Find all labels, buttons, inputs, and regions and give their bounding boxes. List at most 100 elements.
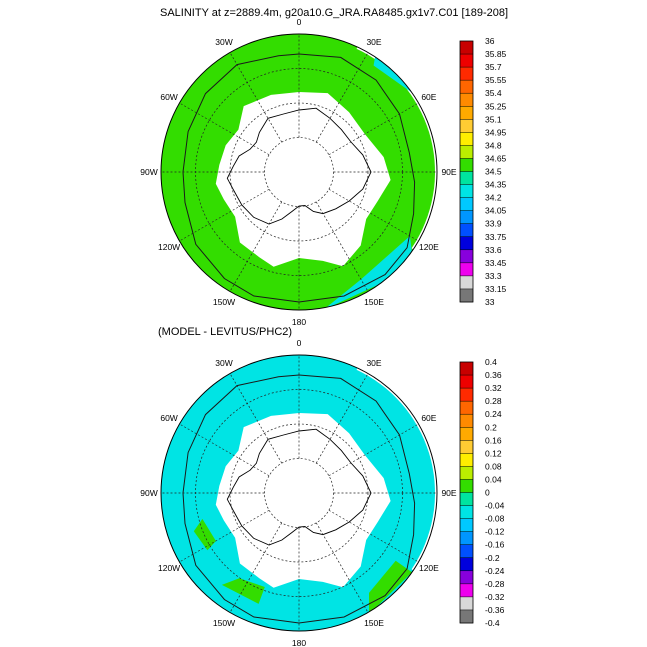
secondary-region-1 <box>323 236 414 310</box>
longitude-label: 150E <box>364 297 384 307</box>
colorbar-label: 33.6 <box>485 245 502 255</box>
colorbar-label: 0.08 <box>485 461 502 471</box>
colorbar-label: 33.9 <box>485 219 502 229</box>
colorbar-label: -0.12 <box>485 527 505 537</box>
colorbar-swatch <box>460 531 473 545</box>
colorbar-swatch <box>460 466 473 480</box>
longitude-label: 120E <box>419 242 439 252</box>
antarctica-coastline <box>226 428 372 546</box>
colorbar-swatch <box>460 505 473 519</box>
map-border <box>160 33 438 311</box>
colorbar-swatch <box>460 375 473 389</box>
longitude-label: 120W <box>158 563 180 573</box>
colorbar-label: 33.15 <box>485 284 507 294</box>
isoline-contour <box>182 374 416 624</box>
colorbar-label: -0.32 <box>485 592 505 602</box>
colorbar-label: 34.35 <box>485 180 507 190</box>
colorbar-swatch <box>460 171 473 185</box>
map-field <box>161 323 437 647</box>
longitude-label: 120E <box>419 563 439 573</box>
missing-data-patch-6 <box>161 536 177 586</box>
colorbar-label: 0.04 <box>485 474 502 484</box>
missing-data-patch-8 <box>247 2 300 33</box>
meridian-8 <box>179 509 270 563</box>
colorbar-label: 0.36 <box>485 370 502 380</box>
longitude-label: 30E <box>366 37 381 47</box>
colorbar-swatch <box>460 249 473 264</box>
colorbar-label: 34.95 <box>485 127 507 137</box>
meridian-11 <box>229 373 283 464</box>
missing-data-patch-8 <box>247 323 300 354</box>
colorbar-swatch <box>460 262 473 277</box>
colorbar-swatch <box>460 518 473 532</box>
colorbar-swatch <box>460 67 473 81</box>
map-title-difference: (MODEL - LEVITUS/PHC2) <box>158 326 293 338</box>
longitude-label: 180 <box>292 638 306 647</box>
longitude-label: 90E <box>441 488 456 498</box>
map-border <box>160 354 438 632</box>
longitude-label: 60E <box>421 413 436 423</box>
colorbar-label: -0.08 <box>485 514 505 524</box>
colorbar: 36 35.85 35.7 35.55 35.4 35.25 35.1 34.95 34.8 34… <box>459 36 507 307</box>
colorbar-label: -0.24 <box>485 566 505 576</box>
colorbar-label: -0.16 <box>485 540 505 550</box>
colorbar-swatch <box>460 119 473 133</box>
meridian-2 <box>328 102 419 156</box>
longitude-label: 30W <box>215 37 232 47</box>
colorbar-label: 0.24 <box>485 409 502 419</box>
colorbar-swatch <box>460 362 473 376</box>
longitude-label: 30W <box>215 358 232 368</box>
secondary-region-0 <box>221 578 265 604</box>
colorbar-swatch <box>460 609 473 624</box>
map-title-salinity: SALINITY at z=2889.4m, g20a10.G_JRA.RA84… <box>160 7 509 19</box>
secondary-region-3 <box>369 560 412 615</box>
colorbar-swatch <box>460 236 473 251</box>
colorbar-swatch <box>460 145 473 159</box>
colorbar-swatch <box>460 158 473 172</box>
meridian-11 <box>229 52 283 143</box>
colorbar-swatch <box>460 596 473 611</box>
longitude-label: 150W <box>213 618 235 628</box>
colorbar-swatch <box>460 570 473 585</box>
colorbar-swatch <box>460 414 473 428</box>
longitude-label: 90W <box>140 167 157 177</box>
colorbar-label: 0.2 <box>485 422 497 432</box>
longitude-label: 150E <box>364 618 384 628</box>
colorbar-label: -0.2 <box>485 553 500 563</box>
colorbar-label: -0.28 <box>485 579 505 589</box>
colorbar-swatch <box>460 288 473 303</box>
colorbar-label: 0.32 <box>485 383 502 393</box>
longitude-label: 0 <box>297 338 302 348</box>
meridian-1 <box>315 373 369 464</box>
missing-data-patch-4 <box>241 632 299 647</box>
colorbar-swatch <box>460 106 473 120</box>
colorbar-swatch <box>460 557 473 572</box>
colorbar: 0.4 0.36 0.32 0.28 0.24 0.2 0.16 0.12 0.08 0.04 0 -… <box>459 357 505 628</box>
colorbar-label: 34.05 <box>485 206 507 216</box>
colorbar-swatch <box>460 275 473 290</box>
colorbar-label: 35.85 <box>485 49 507 59</box>
colorbar-swatch <box>460 210 473 224</box>
colorbar-swatch <box>460 479 473 493</box>
meridian-8 <box>179 188 270 242</box>
colorbar-swatch <box>460 544 473 559</box>
longitude-label: 180 <box>292 317 306 327</box>
colorbar-label: 34.2 <box>485 193 502 203</box>
meridian-4 <box>328 509 419 563</box>
colorbar-swatch <box>460 184 473 198</box>
colorbar-label: 0.4 <box>485 357 497 367</box>
colorbar-label: 33.75 <box>485 232 507 242</box>
latitude-circle-1 <box>229 423 369 563</box>
meridian-10 <box>179 423 270 477</box>
longitude-label: 90W <box>140 488 157 498</box>
colorbar-swatch <box>460 93 473 107</box>
meridian-5 <box>315 201 369 292</box>
colorbar-swatch <box>460 223 473 238</box>
meridian-10 <box>179 102 270 156</box>
colorbar-swatch <box>460 388 473 402</box>
colorbar-label: 33.3 <box>485 271 502 281</box>
colorbar-label: 0.28 <box>485 396 502 406</box>
colorbar-label: 35.1 <box>485 114 502 124</box>
missing-data-patch-6 <box>161 215 177 265</box>
